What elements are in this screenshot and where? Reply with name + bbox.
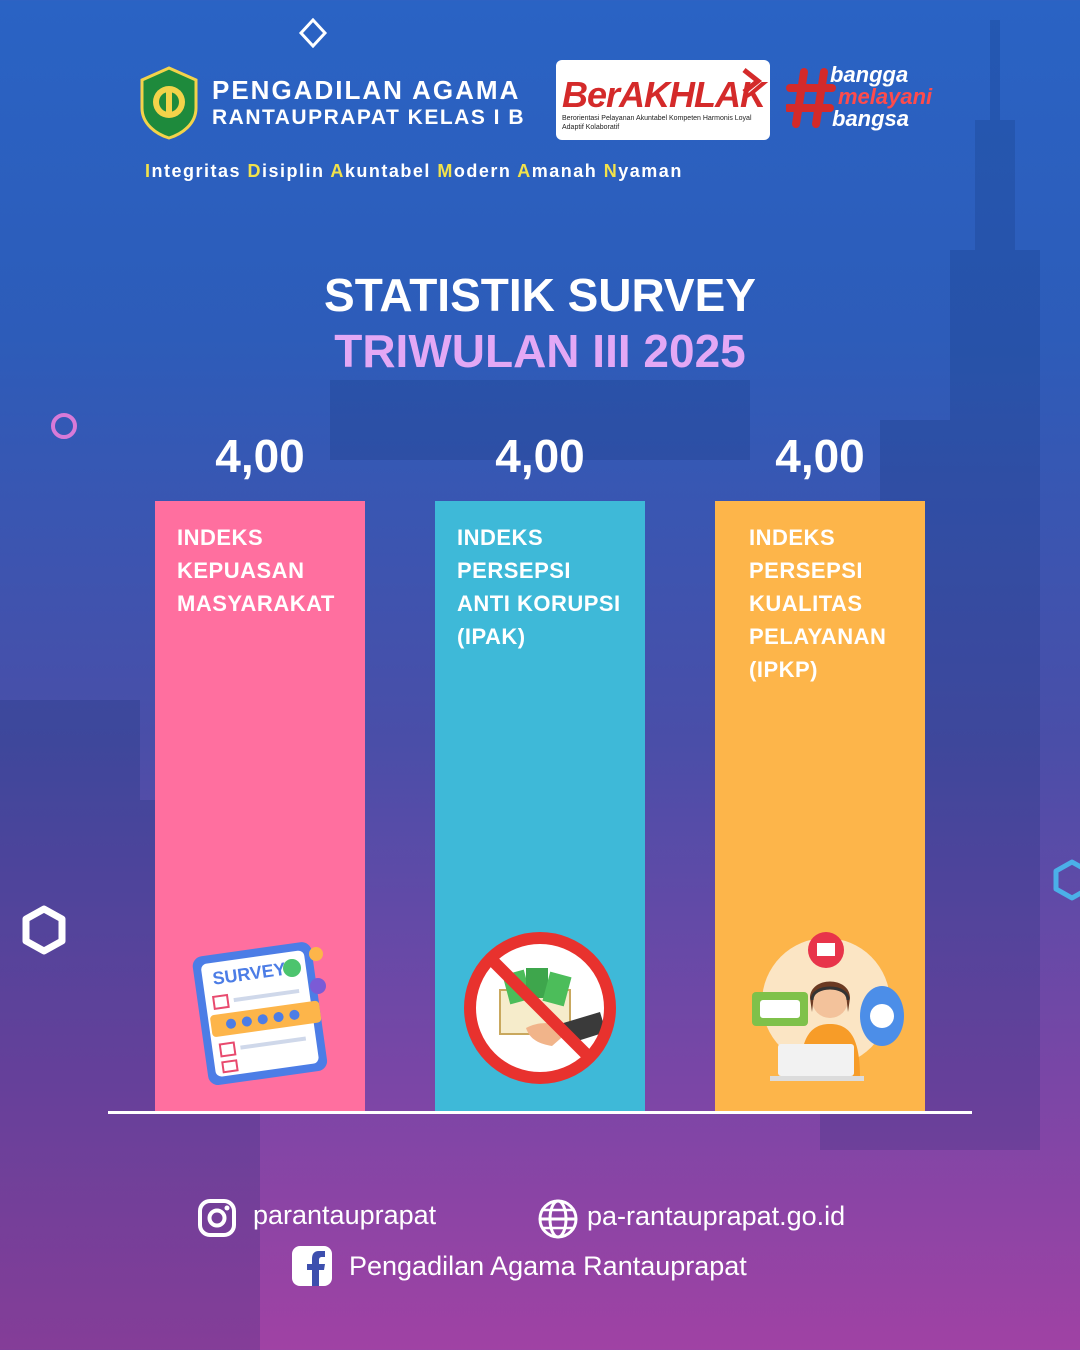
instagram-handle: parantauprapat	[253, 1200, 437, 1230]
bangga-melayani-logo: bangga melayani bangsa	[786, 60, 942, 140]
facebook-contact[interactable]: Pengadilan Agama Rantauprapat	[292, 1244, 812, 1290]
page-subtitle: TRIWULAN III 2025	[334, 325, 746, 377]
motto-initial: D	[247, 161, 263, 181]
page-title: STATISTIK SURVEY	[324, 269, 756, 321]
motto-initial: N	[603, 161, 619, 181]
bar-category-label: INDEKS PERSEPSI KUALITAS PELAYANAN (IPKP…	[749, 525, 887, 682]
diamond-decoration	[298, 18, 328, 48]
header: PENGADILAN AGAMA RANTAUPRAPAT KELAS I B …	[138, 60, 958, 150]
chart-baseline	[108, 1111, 972, 1114]
bangga-word-1: bangga	[830, 62, 909, 87]
motto-initial: I	[145, 161, 152, 181]
bar-value-label: 4,00	[215, 430, 305, 482]
instagram-contact[interactable]: parantauprapat	[197, 1198, 497, 1242]
customer-service-illustration	[752, 932, 904, 1081]
hexagon-decoration-right	[1053, 859, 1080, 901]
survey-illustration: SURVEY	[192, 942, 328, 1086]
bar-value-label: 4,00	[495, 430, 585, 482]
instagram-icon	[198, 1199, 236, 1237]
chevron-right-icon	[742, 68, 763, 94]
bangga-word-3: bangsa	[832, 106, 910, 131]
berakhlak-subtitle: Berorientasi Pelayanan Akuntabel Kompete…	[562, 115, 752, 131]
court-name-line2: RANTAUPRAPAT KELAS I B	[212, 106, 525, 129]
facebook-icon	[292, 1246, 332, 1286]
motto-word: kuntabel	[344, 161, 438, 181]
bar-category-label: INDEKS PERSEPSI ANTI KORUPSI (IPAK)	[457, 525, 621, 649]
motto-word: manah	[531, 161, 604, 181]
no-bribery-illustration	[464, 932, 616, 1084]
facebook-page: Pengadilan Agama Rantauprapat	[349, 1251, 747, 1281]
hashtag-icon	[786, 68, 836, 128]
bar-value-label: 4,00	[775, 430, 865, 482]
motto-initial: A	[330, 161, 345, 181]
court-logo-icon	[140, 66, 198, 140]
motto-word: isiplin	[262, 161, 331, 181]
motto-initial: M	[437, 161, 454, 181]
circle-decoration	[51, 413, 77, 439]
motto-word: ntegritas	[151, 161, 248, 181]
hexagon-decoration	[22, 905, 66, 955]
website-url: pa-rantauprapat.go.id	[587, 1201, 846, 1231]
motto-initial: A	[517, 161, 532, 181]
globe-icon	[538, 1199, 578, 1239]
website-contact[interactable]: pa-rantauprapat.go.id	[537, 1198, 917, 1242]
bar-category-label: INDEKS KEPUASAN MASYARAKAT	[177, 525, 335, 616]
motto-word: yaman	[618, 161, 683, 181]
court-name: PENGADILAN AGAMA RANTAUPRAPAT KELAS I B	[212, 76, 525, 132]
berakhlak-logo: BerAKHLAK Berorientasi Pelayanan Akuntab…	[556, 60, 770, 140]
motto-word: odern	[453, 161, 518, 181]
motto: Integritas Disiplin Akuntabel Modern Ama…	[145, 161, 683, 182]
court-name-line1: PENGADILAN AGAMA	[212, 75, 521, 105]
bangga-word-2: melayani	[838, 84, 933, 109]
berakhlak-main: BerAKHLAK	[562, 74, 766, 115]
